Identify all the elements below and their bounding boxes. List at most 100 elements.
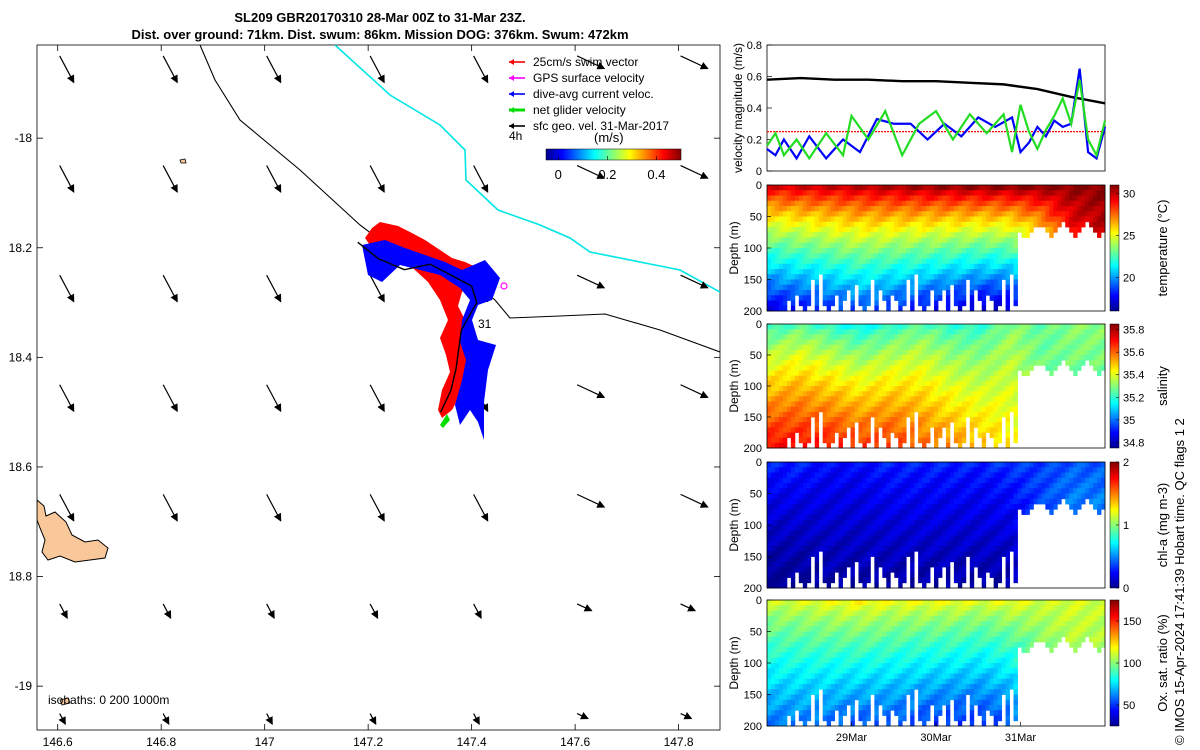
profile-cell — [806, 535, 812, 542]
profile-cell — [894, 546, 899, 552]
profile-cell — [846, 422, 851, 428]
profile-cell — [878, 221, 883, 228]
profile-cell — [806, 355, 812, 361]
profile-cell — [802, 406, 808, 413]
profile-cell — [1049, 360, 1054, 366]
profile-cell — [1041, 467, 1046, 473]
profile-cell — [977, 483, 983, 489]
profile-cell — [894, 237, 899, 244]
profile-cell — [1001, 248, 1006, 254]
profile-cell — [854, 546, 859, 552]
profile-cell — [802, 200, 808, 207]
profile-cell — [870, 493, 875, 500]
profile-cell — [810, 344, 816, 351]
profile-cell — [1021, 329, 1026, 335]
profile-cell — [914, 519, 919, 526]
profile-cell — [941, 519, 947, 526]
profile-cell — [790, 535, 796, 542]
profile-cell — [1013, 349, 1018, 356]
profile-cell — [1081, 462, 1086, 468]
profile-cell — [961, 391, 967, 397]
profile-cell — [782, 577, 788, 584]
profile-cell — [989, 411, 995, 418]
profile-cell — [1009, 525, 1014, 531]
profile-cell — [774, 227, 780, 233]
profile-cell — [1081, 339, 1086, 346]
profile-cell — [930, 540, 935, 547]
profile-cell — [930, 391, 935, 397]
profile-cell — [782, 360, 788, 366]
profile-cell — [1017, 206, 1022, 212]
profile-cell — [774, 248, 780, 254]
profile-cell — [985, 380, 991, 387]
profile-cell — [886, 216, 891, 223]
profile-cell — [814, 386, 820, 392]
profile-cell — [953, 258, 959, 265]
profile-cell — [882, 185, 887, 191]
profile-cell — [814, 406, 820, 413]
profile-cell — [930, 334, 935, 340]
profile-cell — [934, 493, 939, 500]
profile-cell — [977, 401, 983, 408]
profile-cell — [1085, 349, 1090, 356]
profile-cell — [1093, 360, 1098, 366]
profile-cell — [1017, 355, 1022, 361]
profile-cell — [774, 258, 780, 265]
profile-cell — [969, 380, 975, 387]
profile-cell — [985, 530, 991, 536]
profile-cell — [953, 211, 959, 217]
profile-cell — [945, 467, 951, 473]
profile-cell — [910, 442, 915, 449]
profile-cell — [997, 295, 1003, 301]
profile-cell — [914, 216, 919, 223]
profile-cell — [774, 551, 780, 557]
profile-cell — [1077, 190, 1082, 196]
profile-cell — [818, 227, 824, 233]
profile-cell — [997, 300, 1003, 307]
profile-cell — [782, 530, 788, 536]
profile-cell — [945, 263, 951, 270]
profile-cell — [973, 200, 979, 207]
profile-cell — [830, 365, 835, 371]
profile-cell — [1069, 467, 1074, 473]
profile-cell — [822, 370, 828, 377]
profile-cell — [790, 396, 796, 402]
profile-cell — [782, 401, 788, 408]
profile-cell — [874, 386, 879, 392]
profile-cell — [910, 284, 915, 291]
profile-cell — [802, 396, 808, 402]
profile-cell — [1093, 477, 1098, 484]
profile-cell — [977, 216, 983, 223]
profile-cell — [830, 437, 835, 444]
profile-cell — [822, 248, 828, 254]
profile-cell — [838, 432, 843, 439]
profile-cell — [882, 269, 887, 275]
profile-cell — [842, 216, 847, 223]
profile-cell — [1001, 462, 1006, 468]
profile-cell — [965, 324, 971, 330]
profile-cell — [969, 567, 975, 573]
profile-cell — [922, 551, 927, 557]
profile-cell — [774, 206, 780, 212]
profile-cell — [770, 274, 776, 280]
profile-cell — [890, 483, 895, 489]
profile-cell — [1005, 437, 1010, 444]
profile-cell — [1021, 493, 1026, 500]
profile-cell — [934, 360, 939, 366]
profile-cell — [906, 248, 911, 254]
profile-cell — [1009, 406, 1014, 413]
profile-cell — [973, 360, 979, 366]
profile-cell — [778, 551, 784, 557]
profile-cell — [914, 355, 919, 361]
profile-cell — [782, 437, 788, 444]
profile-cell — [878, 551, 883, 557]
profile-cell — [1101, 344, 1106, 351]
profile-cell — [993, 472, 999, 479]
profile-cell — [1013, 386, 1018, 392]
profile-cell — [969, 242, 975, 249]
profile-cell — [969, 206, 975, 212]
profile-cell — [1005, 344, 1010, 351]
profile-cell — [906, 386, 911, 392]
profile-cell — [934, 300, 939, 307]
profile-cell — [945, 237, 951, 244]
